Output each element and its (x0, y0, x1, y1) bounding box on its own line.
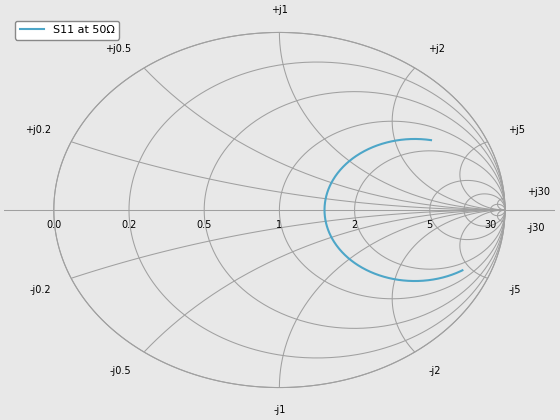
Text: 1: 1 (276, 220, 282, 230)
Text: +j1: +j1 (271, 5, 288, 15)
Text: 2: 2 (352, 220, 358, 230)
Text: -j5: -j5 (508, 285, 521, 295)
S11 at 50Ω (433, 276, 440, 281)
S11 at 50Ω (368, 270, 375, 275)
Text: -j1: -j1 (273, 405, 286, 415)
S11 at 50Ω (428, 138, 435, 143)
Text: 5: 5 (427, 220, 433, 230)
Text: -j0.2: -j0.2 (29, 285, 51, 295)
S11 at 50Ω (412, 278, 418, 284)
S11 at 50Ω (412, 136, 418, 142)
Text: 0.5: 0.5 (197, 220, 212, 230)
S11 at 50Ω (349, 259, 356, 264)
Text: +j5: +j5 (508, 125, 525, 135)
Text: +j0.2: +j0.2 (25, 125, 51, 135)
Text: -j30: -j30 (527, 223, 545, 233)
S11 at 50Ω (457, 269, 464, 274)
Line: S11 at 50Ω: S11 at 50Ω (324, 139, 463, 281)
Text: -j2: -j2 (428, 366, 441, 376)
S11 at 50Ω (332, 241, 338, 246)
S11 at 50Ω (330, 239, 337, 244)
Text: 0.0: 0.0 (46, 220, 62, 230)
Legend: S11 at 50Ω: S11 at 50Ω (15, 21, 119, 39)
Text: 0.2: 0.2 (122, 220, 137, 230)
Text: 30: 30 (484, 220, 497, 230)
Text: +j30: +j30 (527, 187, 550, 197)
Text: +j2: +j2 (428, 44, 445, 54)
Text: -j0.5: -j0.5 (109, 366, 130, 376)
S11 at 50Ω (459, 268, 466, 273)
Text: +j0.5: +j0.5 (105, 44, 130, 54)
